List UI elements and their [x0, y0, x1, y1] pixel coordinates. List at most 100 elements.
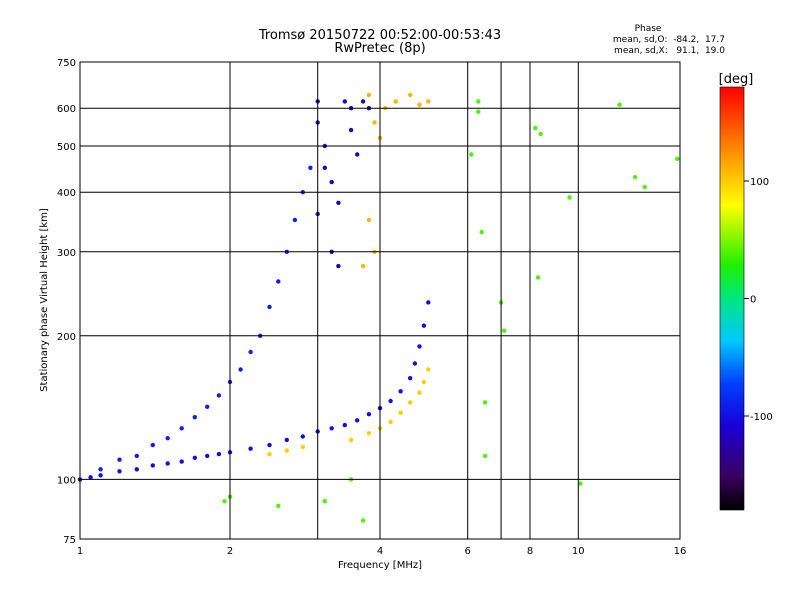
echo-point: [417, 390, 422, 395]
echo-point: [248, 349, 253, 355]
echo-point: [308, 165, 313, 170]
echo-point: [336, 263, 341, 269]
echo-point: [421, 323, 427, 328]
stats-x-line: mean, sd,X: 91.1, 19.0: [614, 46, 725, 56]
y-tick-label: 300: [57, 248, 76, 259]
echo-point: [426, 367, 431, 372]
echo-point: [355, 418, 360, 423]
x-tick-label: 10: [572, 546, 585, 557]
x-tick-label: 6: [465, 546, 471, 557]
echo-point: [336, 200, 341, 205]
y-tick-label: 400: [57, 188, 76, 199]
chart-title: Tromsø 20150722 00:52:00-00:53:43: [258, 28, 501, 43]
echo-point: [284, 448, 289, 453]
echo-point: [134, 467, 139, 472]
echo-point: [322, 499, 327, 504]
echo-point: [408, 92, 413, 98]
echo-point: [134, 453, 139, 459]
x-tick-label: 4: [377, 546, 383, 557]
echo-point: [366, 217, 372, 223]
x-tick-label: 1: [77, 546, 83, 557]
y-tick-label: 75: [63, 535, 76, 546]
echo-point: [372, 120, 377, 125]
y-tick-label: 200: [57, 332, 76, 343]
echo-point: [117, 457, 122, 462]
echo-point: [300, 434, 305, 439]
echo-point: [398, 389, 403, 394]
echo-point: [355, 152, 360, 157]
stats-heading: Phase: [635, 24, 662, 34]
echo-point: [398, 410, 403, 415]
echo-point: [567, 195, 572, 200]
echo-point: [179, 426, 184, 431]
colorbar-tick-label: 100: [750, 177, 769, 188]
echo-point: [476, 109, 481, 114]
colorbar-tick-label: -100: [750, 412, 773, 423]
echo-point: [329, 179, 334, 185]
echo-point: [322, 165, 327, 170]
echo-point: [267, 442, 272, 448]
echo-point: [479, 229, 484, 235]
echo-point: [205, 453, 210, 459]
y-tick-label: 750: [57, 58, 76, 69]
echo-point: [248, 446, 253, 451]
echo-point: [538, 131, 543, 137]
echo-point: [393, 99, 398, 104]
echo-point: [417, 102, 422, 108]
colorbar-label: [deg]: [719, 72, 754, 87]
echo-point: [150, 463, 155, 468]
colorbar: [719, 86, 745, 511]
echo-point: [342, 422, 347, 428]
echo-point: [426, 99, 431, 104]
echo-point: [292, 217, 298, 223]
echo-point: [642, 184, 647, 190]
echo-point: [267, 304, 272, 310]
echo-point: [165, 461, 170, 466]
y-tick-label: 100: [57, 475, 76, 486]
echo-point: [426, 300, 431, 305]
echo-point: [150, 442, 155, 448]
echo-point: [348, 437, 354, 443]
echo-point: [366, 412, 372, 417]
echo-point: [366, 92, 372, 98]
echo-point: [216, 393, 222, 398]
echo-point: [632, 175, 638, 180]
echo-point: [617, 102, 622, 108]
echo-point: [98, 473, 103, 478]
echo-point: [469, 152, 474, 157]
echo-point: [238, 367, 243, 372]
echo-point: [192, 415, 197, 420]
echo-point: [284, 437, 289, 443]
echo-point: [417, 344, 422, 349]
echo-point: [535, 275, 541, 280]
echo-point: [482, 400, 488, 405]
echo-point: [222, 499, 227, 504]
echo-point: [300, 444, 305, 450]
echo-point: [578, 481, 583, 486]
y-tick-label: 600: [57, 104, 76, 115]
echo-point: [329, 426, 334, 431]
echo-point: [216, 451, 222, 457]
echo-point: [476, 99, 481, 104]
echo-point: [412, 361, 418, 366]
echo-point: [165, 436, 170, 441]
echo-point: [205, 404, 210, 409]
stats-o-line: mean, sd,O: -84.2, 17.7: [613, 35, 725, 45]
echo-point: [276, 279, 281, 284]
echo-point: [348, 127, 354, 133]
chart-subtitle: RwPretec (8p): [334, 41, 425, 56]
echo-point: [408, 400, 413, 405]
echo-point: [533, 125, 538, 131]
echo-point: [388, 398, 393, 404]
x-axis-label: Frequency [MHz]: [338, 560, 422, 571]
y-tick-label: 500: [57, 142, 76, 153]
echo-point: [502, 328, 507, 333]
echo-point: [117, 469, 122, 474]
echo-point: [366, 431, 372, 436]
echo-point: [342, 99, 347, 104]
plot-frame: [79, 61, 681, 540]
echo-point: [421, 379, 427, 385]
echo-point: [482, 453, 488, 459]
echo-point: [388, 419, 393, 425]
